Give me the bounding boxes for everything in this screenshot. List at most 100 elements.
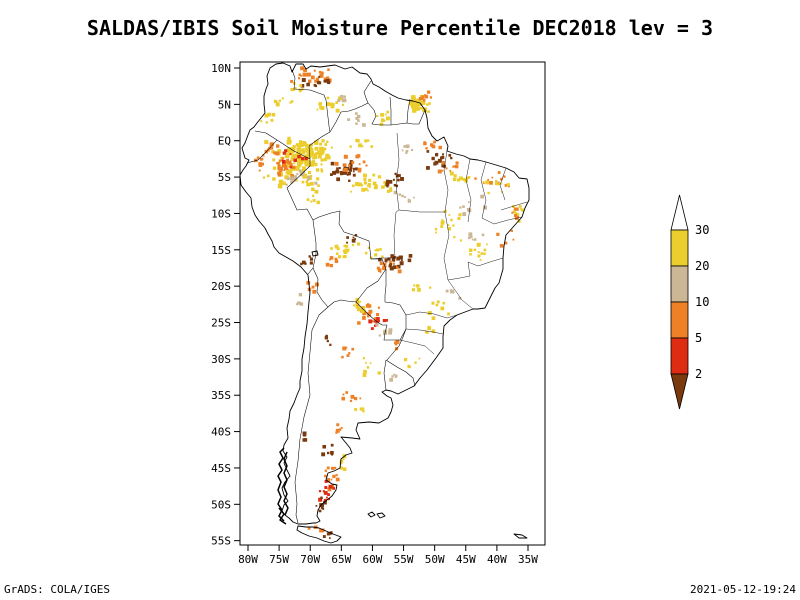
state-border-path bbox=[480, 161, 487, 219]
data-pixel bbox=[396, 264, 401, 269]
data-pixel bbox=[367, 315, 370, 318]
data-pixel bbox=[366, 366, 370, 369]
data-pixel bbox=[325, 262, 330, 267]
data-pixel bbox=[332, 103, 335, 106]
data-pixel bbox=[318, 75, 321, 78]
data-pixel bbox=[269, 142, 274, 147]
colorbar-segment bbox=[670, 301, 689, 339]
data-pixel bbox=[379, 248, 382, 251]
data-pixel bbox=[329, 102, 333, 106]
data-pixel bbox=[343, 165, 346, 169]
fjord-coastline-path bbox=[277, 447, 285, 522]
country-border-path bbox=[389, 96, 392, 125]
axes: 10N 5N EQ 5S 10S 15S 20S 25S 30S 35S 40S 45S 50S 55S 8… bbox=[211, 61, 546, 566]
data-pixel bbox=[489, 180, 493, 185]
data-pixel bbox=[362, 160, 366, 164]
data-pixel bbox=[459, 206, 462, 209]
data-pixel bbox=[427, 110, 430, 113]
data-pixel bbox=[462, 205, 465, 208]
data-pixel bbox=[462, 212, 467, 216]
coastline-path bbox=[296, 525, 342, 544]
data-pixel bbox=[482, 205, 487, 210]
data-pixel bbox=[387, 257, 391, 261]
data-pixel bbox=[295, 165, 299, 170]
state-border-path bbox=[405, 328, 444, 335]
data-pixel bbox=[363, 369, 367, 374]
data-pixel bbox=[309, 261, 313, 265]
data-pixel bbox=[355, 305, 359, 309]
data-pixel bbox=[330, 450, 334, 455]
colorbar-segment bbox=[670, 265, 689, 303]
data-pixel bbox=[278, 172, 281, 174]
data-pixel bbox=[512, 238, 515, 241]
data-pixel bbox=[467, 176, 471, 179]
data-pixel bbox=[479, 259, 482, 261]
data-pixel bbox=[287, 161, 290, 165]
data-pixel bbox=[352, 173, 356, 177]
data-pixel bbox=[374, 253, 378, 257]
data-pixel bbox=[405, 151, 408, 154]
data-pixel bbox=[312, 289, 317, 294]
fjord-coastline-path bbox=[278, 507, 287, 525]
data-pixel bbox=[449, 171, 454, 176]
data-pixel bbox=[278, 160, 281, 163]
data-pixel bbox=[291, 155, 295, 159]
data-pixel bbox=[359, 300, 362, 303]
data-pixel bbox=[369, 362, 372, 365]
data-pixel bbox=[468, 201, 470, 204]
data-pixel bbox=[270, 118, 274, 122]
data-pixel bbox=[335, 428, 340, 433]
data-pixel bbox=[392, 265, 397, 270]
data-pixel bbox=[285, 165, 288, 167]
data-pixel bbox=[383, 119, 386, 122]
data-pixel bbox=[319, 146, 324, 152]
data-pixel bbox=[385, 179, 390, 183]
lat-tick-label: 10N bbox=[211, 62, 231, 75]
data-pixel bbox=[400, 259, 403, 262]
data-pixel bbox=[293, 159, 297, 163]
data-pixel bbox=[298, 77, 301, 80]
data-pixel bbox=[266, 148, 270, 152]
data-pixel bbox=[324, 479, 328, 483]
state-border-path bbox=[393, 209, 400, 259]
data-pixel bbox=[316, 177, 320, 181]
data-pixel bbox=[395, 339, 400, 344]
data-pixel bbox=[323, 157, 328, 162]
data-pixel bbox=[342, 467, 347, 472]
state-border-path bbox=[399, 339, 435, 355]
fjord-coastline-path bbox=[283, 451, 289, 516]
data-pixel bbox=[370, 145, 374, 148]
data-pixel bbox=[485, 180, 490, 185]
data-pixel bbox=[515, 213, 520, 218]
data-pixel bbox=[362, 306, 366, 310]
data-pixel bbox=[487, 191, 490, 195]
data-pixel bbox=[315, 282, 319, 287]
data-pixel bbox=[322, 445, 326, 449]
data-pixel bbox=[368, 178, 372, 182]
data-pixel bbox=[429, 96, 433, 99]
lat-tick-label: 30S bbox=[211, 353, 231, 366]
data-pixel bbox=[435, 231, 437, 234]
data-pixel bbox=[309, 181, 314, 186]
data-pixel bbox=[355, 112, 358, 115]
data-pixel bbox=[421, 95, 425, 99]
data-pixel bbox=[410, 148, 414, 152]
data-pixel bbox=[301, 157, 305, 161]
data-pixel bbox=[431, 144, 436, 149]
colorbar-segment bbox=[670, 229, 689, 267]
data-pixel bbox=[334, 244, 339, 249]
data-pixel bbox=[383, 181, 387, 184]
data-pixel bbox=[326, 76, 330, 80]
data-pixel bbox=[295, 143, 300, 147]
data-pixel bbox=[380, 112, 384, 117]
data-pixel bbox=[262, 176, 266, 179]
data-pixel bbox=[376, 115, 379, 118]
data-pixel bbox=[275, 101, 279, 105]
country-border-path bbox=[383, 359, 387, 391]
data-pixel bbox=[441, 161, 446, 165]
data-pixel bbox=[329, 343, 332, 346]
data-pixel bbox=[375, 313, 380, 317]
data-pixel bbox=[334, 259, 339, 264]
data-pixel bbox=[352, 167, 356, 171]
data-pixel bbox=[298, 293, 303, 297]
